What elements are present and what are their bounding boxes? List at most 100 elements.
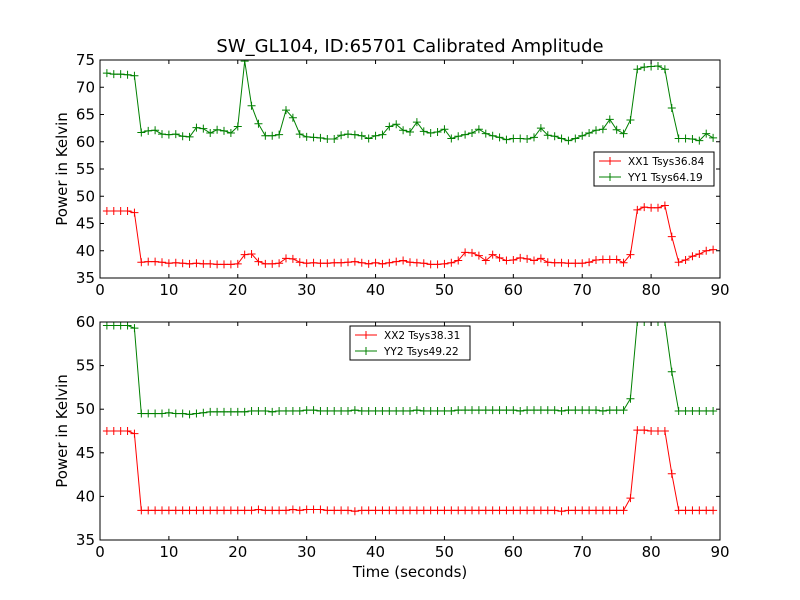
x-tick-label: 10 (159, 543, 178, 561)
data-point (254, 406, 263, 415)
data-point (275, 406, 284, 415)
data-point (557, 258, 566, 267)
data-point (461, 506, 470, 515)
data-point (144, 409, 153, 418)
data-point (571, 406, 580, 415)
data-point (213, 125, 222, 134)
data-point (654, 322, 662, 326)
data-point (660, 201, 669, 210)
data-point (399, 506, 408, 515)
data-point (564, 406, 573, 415)
x-tick-label: 60 (504, 543, 523, 561)
data-point (371, 131, 380, 140)
data-point (226, 506, 235, 515)
chart-title: SW_GL104, ID:65701 Calibrated Amplitude (216, 36, 603, 57)
data-point (502, 406, 511, 415)
data-point (516, 406, 525, 415)
data-point (688, 135, 697, 144)
data-point (550, 406, 559, 415)
data-point (530, 406, 538, 415)
data-point (578, 259, 587, 268)
data-point (681, 256, 690, 265)
y-tick-label: 65 (76, 106, 95, 124)
data-point (440, 259, 449, 268)
data-point (709, 133, 718, 142)
data-point (633, 65, 642, 74)
data-point (605, 506, 614, 515)
data-point (213, 506, 222, 515)
data-point (419, 259, 428, 268)
data-point (268, 131, 277, 140)
y-tick-label: 50 (76, 400, 95, 418)
data-point (392, 120, 401, 129)
data-point (171, 409, 180, 418)
y-tick-label: 35 (76, 531, 95, 549)
x-tick-label: 0 (95, 543, 105, 561)
data-point (468, 406, 476, 415)
data-point (275, 259, 284, 268)
data-point (447, 258, 456, 267)
data-point (109, 322, 118, 330)
x-tick-label: 30 (297, 543, 316, 561)
data-point (592, 126, 600, 135)
data-point (681, 134, 690, 143)
data-point (268, 506, 277, 515)
data-point (406, 506, 414, 515)
y-tick-label: 35 (76, 269, 95, 287)
data-point (330, 258, 339, 267)
data-point (543, 506, 552, 515)
data-point (578, 406, 587, 415)
data-point (605, 406, 614, 415)
data-point (192, 506, 201, 515)
data-point (564, 136, 573, 145)
data-point (481, 129, 490, 138)
data-point (536, 124, 545, 133)
legend-box (593, 151, 715, 187)
data-point (109, 427, 118, 435)
data-point (213, 260, 222, 269)
x-tick-label: 20 (228, 543, 247, 561)
data-point (288, 254, 297, 263)
data-point (295, 506, 304, 515)
data-point (185, 132, 194, 141)
y-tick-label: 60 (76, 133, 95, 151)
legend-marker (362, 347, 370, 355)
data-point (130, 429, 139, 438)
data-point (199, 408, 208, 417)
data-point (158, 258, 166, 267)
data-point (598, 125, 607, 134)
data-point (585, 406, 594, 415)
data-point (468, 248, 476, 257)
data-point (178, 132, 187, 141)
data-point (309, 133, 318, 142)
data-point (378, 506, 387, 515)
legend-label: YY1 Tsys64.19 (627, 172, 703, 184)
x-tick-label: 50 (435, 543, 454, 561)
data-point (633, 426, 642, 435)
data-point (350, 130, 359, 139)
data-point (674, 258, 683, 267)
x-tick-label: 0 (95, 281, 105, 299)
data-point (509, 506, 518, 515)
data-point (171, 258, 180, 267)
data-point (164, 259, 173, 268)
data-point (502, 256, 511, 265)
data-point (213, 407, 222, 416)
data-point (640, 426, 649, 435)
data-point (385, 506, 394, 515)
data-point (378, 130, 387, 139)
data-point (226, 129, 235, 138)
data-point (151, 506, 160, 515)
data-point (488, 250, 497, 259)
data-point (171, 506, 180, 515)
data-point (612, 506, 621, 515)
data-point (282, 254, 290, 263)
data-point (426, 129, 435, 138)
data-point (144, 506, 153, 515)
data-point (288, 113, 297, 122)
x-tick-label: 70 (573, 281, 592, 299)
data-point (406, 127, 414, 136)
data-point (647, 427, 656, 435)
data-point (474, 506, 483, 515)
data-point (654, 203, 662, 212)
